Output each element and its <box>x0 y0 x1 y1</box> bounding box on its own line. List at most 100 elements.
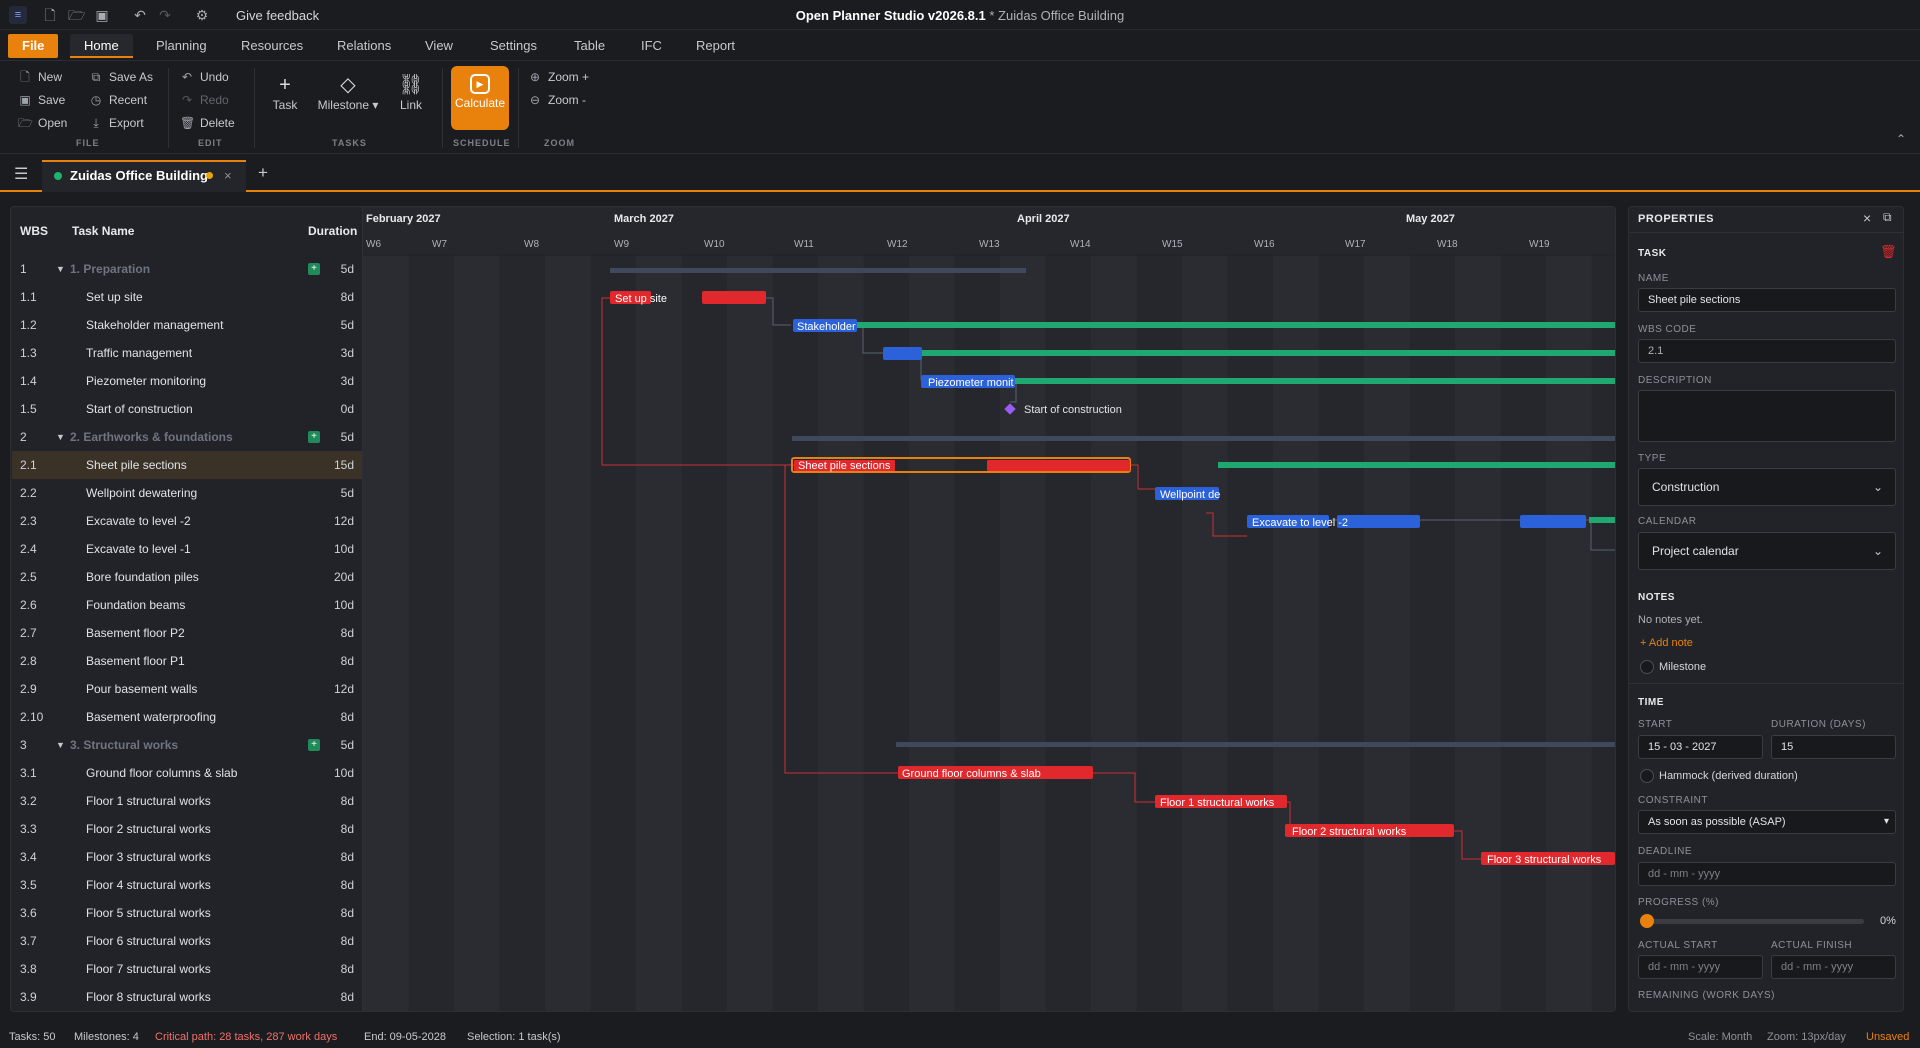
task-row[interactable]: 3.8 Floor 7 structural works 8d <box>12 955 362 983</box>
task-row[interactable]: 2.7 Basement floor P2 8d <box>12 619 362 647</box>
group-row[interactable]: 3 ▼ 3. Structural works +5d <box>12 731 362 759</box>
task-row[interactable]: 2.3 Excavate to level -2 12d <box>12 507 362 535</box>
add-subtask-icon[interactable]: + <box>308 739 320 751</box>
zoom-out-button[interactable]: ⊖ Zoom - <box>528 91 586 109</box>
task-row[interactable]: 2.2 Wellpoint dewatering 5d <box>12 479 362 507</box>
task-bar-sheet-pile-part2[interactable] <box>987 460 1130 471</box>
menu-table[interactable]: Table <box>574 38 606 53</box>
task-row[interactable]: 2.4 Excavate to level -1 10d <box>12 535 362 563</box>
task-row[interactable]: 2.6 Foundation beams 10d <box>12 591 362 619</box>
task-bar-excavate-1[interactable] <box>1520 515 1586 528</box>
collapse-triangle-icon[interactable]: ▼ <box>56 740 65 750</box>
summary-bar-preparation[interactable] <box>610 268 1026 273</box>
column-header-wbs[interactable]: WBS <box>20 224 48 238</box>
open-button[interactable]: 🗁 Open <box>18 114 67 132</box>
add-subtask-icon[interactable]: + <box>308 431 320 443</box>
document-tab[interactable]: Zuidas Office Building × <box>42 160 246 192</box>
menu-home[interactable]: Home <box>70 34 133 58</box>
task-row[interactable]: 3.4 Floor 3 structural works 8d <box>12 843 362 871</box>
menu-ifc[interactable]: IFC <box>641 38 662 53</box>
task-name-input[interactable]: Sheet pile sections <box>1638 288 1896 312</box>
task-row[interactable]: 2.8 Basement floor P1 8d <box>12 647 362 675</box>
recent-button[interactable]: ◷ Recent <box>89 91 147 109</box>
give-feedback-link[interactable]: Give feedback <box>236 8 320 23</box>
collapse-triangle-icon[interactable]: ▼ <box>56 432 65 442</box>
task-row[interactable]: 2.1 Sheet pile sections 15d <box>12 451 362 479</box>
description-textarea[interactable] <box>1638 390 1896 442</box>
export-button[interactable]: ⤓ Export <box>89 114 143 132</box>
task-bar-floor-2[interactable] <box>1285 824 1454 837</box>
deadline-input[interactable]: dd - mm - yyyy <box>1638 862 1896 886</box>
task-bar-excavate-2[interactable] <box>1247 515 1329 528</box>
task-row[interactable]: 1.4 Piezometer monitoring 3d <box>12 367 362 395</box>
group-row[interactable]: 2 ▼ 2. Earthworks & foundations +5d <box>12 423 362 451</box>
task-row[interactable]: 3.3 Floor 2 structural works 8d <box>12 815 362 843</box>
calendar-select[interactable]: Project calendar ⌄ <box>1638 532 1896 570</box>
menu-view[interactable]: View <box>425 38 453 53</box>
hammock-checkbox[interactable] <box>1640 769 1654 783</box>
delete-button[interactable]: 🗑 Delete <box>180 114 235 132</box>
column-header-name[interactable]: Task Name <box>72 224 135 238</box>
task-bar-excavate-2-part2[interactable] <box>1337 515 1420 528</box>
collapse-ribbon-icon[interactable]: ⌃ <box>1896 132 1907 146</box>
redo-icon[interactable]: ↷ <box>159 7 171 23</box>
task-row[interactable]: 1.5 Start of construction 0d <box>12 395 362 423</box>
progress-slider-track[interactable] <box>1646 919 1864 924</box>
open-folder-icon[interactable]: 🗁 <box>68 7 86 23</box>
link-button[interactable]: ⛓ Link <box>396 72 426 112</box>
milestone-button[interactable]: ◇ Milestone ▾ <box>316 72 380 112</box>
task-row[interactable]: 3.5 Floor 4 structural works 8d <box>12 871 362 899</box>
new-file-icon[interactable]: 🗋 <box>44 7 56 23</box>
task-row[interactable]: 3.2 Floor 1 structural works 8d <box>12 787 362 815</box>
duration-input[interactable]: 15 <box>1771 735 1896 759</box>
task-bar-traffic-management[interactable] <box>883 347 922 360</box>
summary-bar-earthworks[interactable] <box>792 436 1615 441</box>
redo-button[interactable]: ↷ Redo <box>180 91 229 109</box>
close-tab-icon[interactable]: × <box>224 168 232 183</box>
collapse-triangle-icon[interactable]: ▼ <box>56 264 65 274</box>
task-bar-stakeholder[interactable] <box>793 319 857 332</box>
dock-panel-icon[interactable]: ⧉ <box>1883 210 1892 224</box>
task-row[interactable]: 1.3 Traffic management 3d <box>12 339 362 367</box>
save-button[interactable]: ▣ Save <box>18 91 65 109</box>
menu-settings[interactable]: Settings <box>490 38 537 53</box>
milestone-checkbox[interactable] <box>1640 660 1654 674</box>
menu-planning[interactable]: Planning <box>156 38 207 53</box>
undo-button[interactable]: ↶ Undo <box>180 68 229 86</box>
column-header-duration[interactable]: Duration <box>308 224 358 238</box>
task-bar-ground-floor[interactable] <box>898 766 1093 779</box>
task-row[interactable]: 3.6 Floor 5 structural works 8d <box>12 899 362 927</box>
menu-report[interactable]: Report <box>696 38 736 53</box>
progress-slider-handle[interactable] <box>1640 914 1654 928</box>
save-as-button[interactable]: ⧉ Save As <box>89 68 153 86</box>
add-tab-icon[interactable]: + <box>258 163 268 182</box>
settings-gear-icon[interactable]: ⚙ <box>195 7 209 23</box>
task-row[interactable]: 2.5 Bore foundation piles 20d <box>12 563 362 591</box>
task-bar-floor-1[interactable] <box>1155 795 1287 808</box>
task-row[interactable]: 3.1 Ground floor columns & slab 10d <box>12 759 362 787</box>
calculate-button[interactable]: ▶ Calculate <box>451 66 509 130</box>
summary-bar-structural[interactable] <box>896 742 1615 747</box>
actual-start-input[interactable]: dd - mm - yyyy <box>1638 955 1763 979</box>
constraint-select[interactable]: As soon as possible (ASAP) ▾ <box>1638 810 1896 834</box>
group-row[interactable]: 1 ▼ 1. Preparation +5d <box>12 255 362 283</box>
undo-icon[interactable]: ↶ <box>134 7 146 23</box>
task-row[interactable]: 3.9 Floor 8 structural works 8d <box>12 983 362 1011</box>
add-note-link[interactable]: + Add note <box>1640 637 1693 649</box>
task-row[interactable]: 3.7 Floor 6 structural works 8d <box>12 927 362 955</box>
task-row[interactable]: 2.10 Basement waterproofing 8d <box>12 703 362 731</box>
menu-file[interactable]: File <box>8 34 59 58</box>
zoom-in-button[interactable]: ⊕ Zoom + <box>528 68 589 86</box>
delete-task-trash-icon[interactable]: 🗑 <box>1880 244 1897 259</box>
task-bar-piezometer[interactable] <box>921 375 1015 388</box>
type-select[interactable]: Construction ⌄ <box>1638 468 1896 506</box>
task-bar-wellpoint[interactable] <box>1155 487 1219 500</box>
add-subtask-icon[interactable]: + <box>308 263 320 275</box>
save-icon[interactable]: ▣ <box>95 7 109 23</box>
task-row[interactable]: 1.1 Set up site 8d <box>12 283 362 311</box>
hamburger-menu-icon[interactable]: ☰ <box>14 166 29 183</box>
milestone-start-of-construction[interactable] <box>1004 403 1016 415</box>
wbs-code-input[interactable]: 2.1 <box>1638 339 1896 363</box>
menu-resources[interactable]: Resources <box>241 38 304 53</box>
task-bar-set-up-site[interactable] <box>610 291 651 304</box>
